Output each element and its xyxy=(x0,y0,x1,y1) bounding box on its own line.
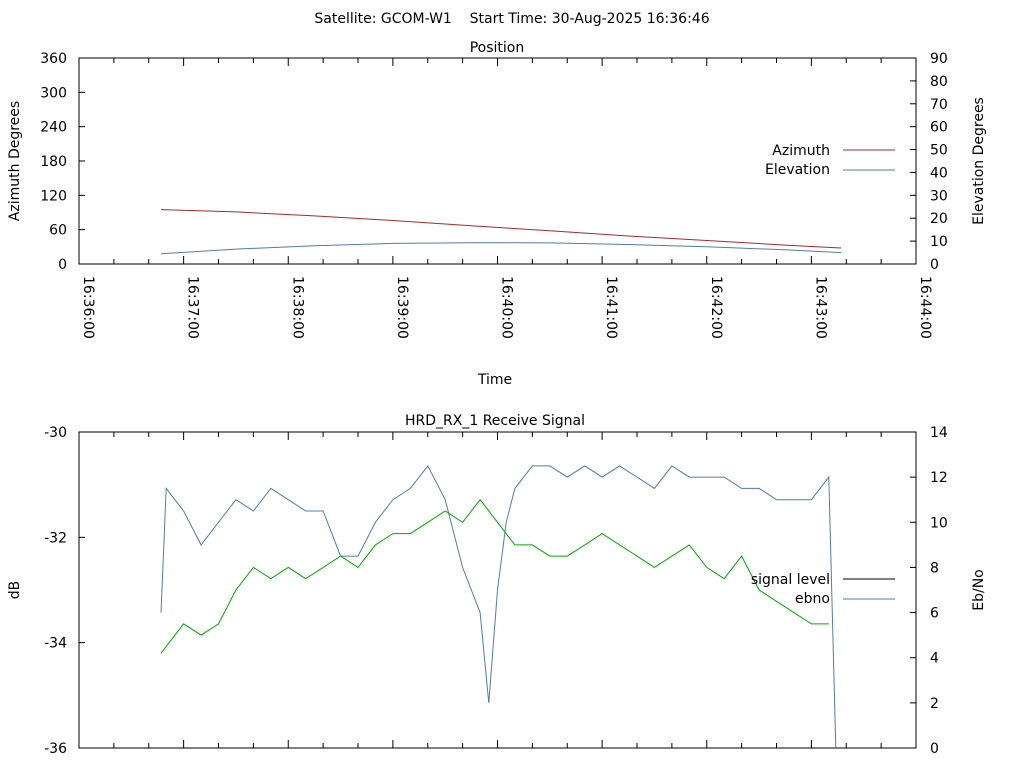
signal-y2-tick-label: 14 xyxy=(930,425,948,441)
position-chart-title: Position xyxy=(470,40,525,56)
position-series-Azimuth xyxy=(160,209,842,249)
position-y-tick-label: 240 xyxy=(40,120,67,136)
signal-y2-tick-label: 8 xyxy=(930,560,939,576)
signal-y-tick-label: -32 xyxy=(44,530,67,546)
signal-series-line-2 xyxy=(160,498,829,654)
position-x-tick-label: 16:38:00 xyxy=(289,276,305,339)
signal-y-tick-label: -30 xyxy=(44,425,67,441)
signal-chart-title: HRD_RX_1 Receive Signal xyxy=(405,413,585,429)
position-y-tick-label: 60 xyxy=(49,223,67,239)
position-x-tick-label: 16:41:00 xyxy=(603,276,619,339)
signal-legend: signal level ebno xyxy=(751,572,895,607)
position-y2-tick-label: 90 xyxy=(930,51,948,67)
position-y2-tick-label: 60 xyxy=(930,120,948,136)
position-y2-tick-label: 20 xyxy=(930,211,948,227)
position-x-tick-label: 16:42:00 xyxy=(708,276,724,339)
signal-y-tick-label: -36 xyxy=(44,741,67,757)
legend-azimuth-label: Azimuth xyxy=(772,143,830,159)
position-x-tick-label: 16:40:00 xyxy=(499,276,515,339)
position-y-tick-label: 300 xyxy=(40,85,67,101)
position-x-tick-label: 16:39:00 xyxy=(394,276,410,339)
receive-signal-chart: HRD_RX_1 Receive Signal -30 -32 -34 -36 0 2 4 6… xyxy=(7,413,987,757)
position-y2-tick-label: 40 xyxy=(930,165,948,181)
position-series xyxy=(160,209,842,255)
legend-signal-level-label: signal level xyxy=(751,572,830,588)
position-plot-frame xyxy=(78,57,917,265)
signal-y-axis-label: dB xyxy=(7,581,23,600)
position-x-tick-label: 16:44:00 xyxy=(917,276,933,339)
position-y-tick-label: 360 xyxy=(40,51,67,67)
signal-y2-tick-label: 12 xyxy=(930,470,948,486)
position-y-tick-label: 180 xyxy=(40,154,67,170)
signal-y2-tick-label: 0 xyxy=(930,741,939,757)
signal-axis-ticks: -30 -32 -34 -36 0 2 4 6 8 10 12 14 xyxy=(44,425,948,757)
position-legend: Azimuth Elevation xyxy=(765,143,895,178)
signal-y2-axis-label: Eb/No xyxy=(971,569,987,611)
signal-series xyxy=(160,464,837,749)
position-y-tick-label: 0 xyxy=(58,257,67,273)
position-y-axis-label: Azimuth Degrees xyxy=(7,101,23,221)
signal-series-ebno xyxy=(160,464,837,749)
position-y2-tick-label: 10 xyxy=(930,234,948,250)
signal-y2-tick-label: 10 xyxy=(930,515,948,531)
position-y2-tick-label: 0 xyxy=(930,257,939,273)
position-y2-tick-label: 80 xyxy=(930,74,948,90)
legend-elevation-label: Elevation xyxy=(765,162,830,178)
position-y-tick-label: 120 xyxy=(40,188,67,204)
position-axis-ticks: 0 60 120 180 240 300 360 0 10 20 30 40 50 60 70 80 90 16:… xyxy=(40,51,948,339)
position-chart: Position 0 60 120 180 240 300 360 0 10 20 30 40 50 60… xyxy=(7,40,987,388)
legend-ebno-label: ebno xyxy=(795,591,830,607)
position-y2-tick-label: 70 xyxy=(930,97,948,113)
position-y2-tick-label: 30 xyxy=(930,188,948,204)
position-x-tick-label: 16:36:00 xyxy=(80,276,96,339)
signal-y2-tick-label: 2 xyxy=(930,696,939,712)
position-x-tick-label: 16:43:00 xyxy=(812,276,828,339)
signal-y-tick-label: -34 xyxy=(44,636,67,652)
signal-y2-tick-label: 6 xyxy=(930,606,939,622)
position-y2-tick-label: 50 xyxy=(930,143,948,159)
header-title: Satellite: GCOM-W1 Start Time: 30-Aug-20… xyxy=(314,11,709,27)
signal-y2-tick-label: 4 xyxy=(930,651,939,667)
position-y2-axis-label: Elevation Degrees xyxy=(971,97,987,225)
position-series-Elevation xyxy=(160,242,842,255)
position-x-tick-label: 16:37:00 xyxy=(185,276,201,339)
position-x-axis-label: Time xyxy=(477,372,512,388)
